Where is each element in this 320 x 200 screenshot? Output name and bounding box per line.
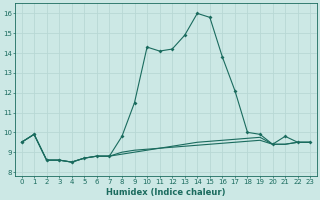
X-axis label: Humidex (Indice chaleur): Humidex (Indice chaleur)	[106, 188, 226, 197]
